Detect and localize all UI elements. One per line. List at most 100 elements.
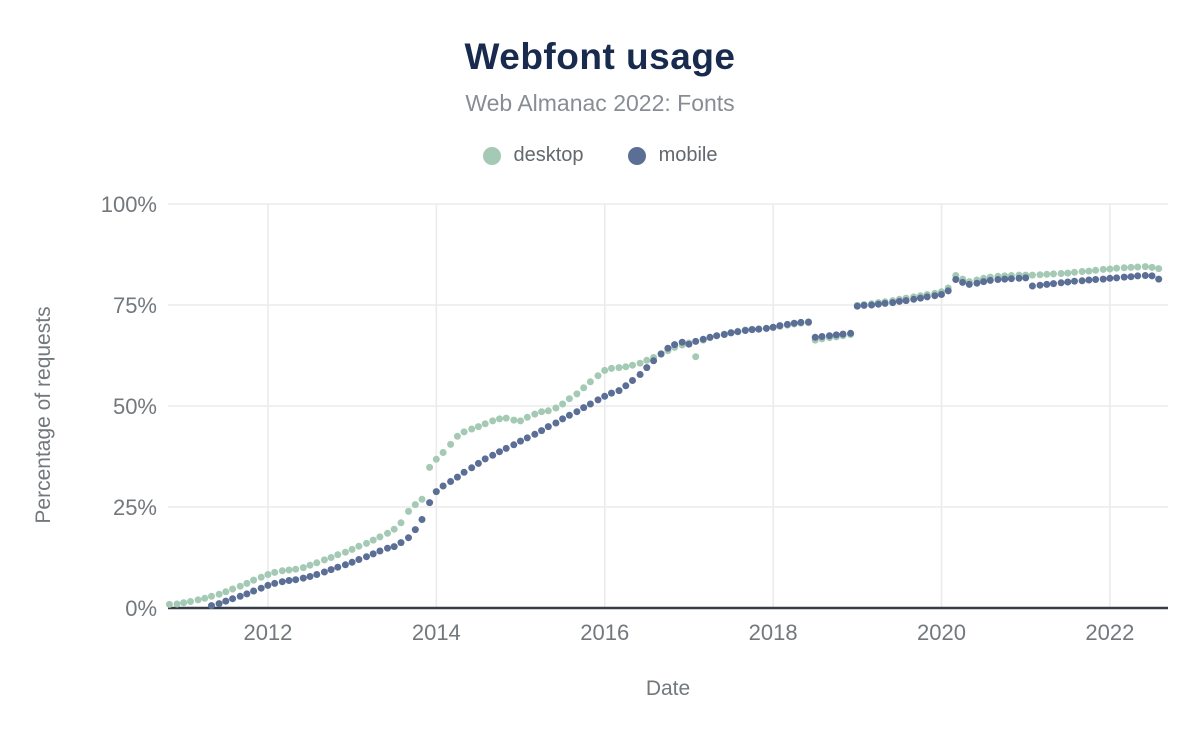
mobile-data-point	[594, 396, 602, 404]
legend: desktop mobile	[0, 144, 1200, 167]
desktop-data-point	[208, 592, 215, 600]
mobile-data-point	[481, 455, 489, 463]
mobile-data-point	[327, 566, 335, 574]
desktop-data-point	[565, 395, 573, 403]
desktop-data-point	[369, 536, 377, 544]
mobile-data-point	[559, 415, 567, 423]
desktop-data-point	[1141, 263, 1149, 271]
mobile-data-point	[1015, 274, 1023, 282]
mobile-data-point	[1113, 274, 1121, 282]
mobile-data-point	[1022, 274, 1030, 282]
desktop-data-point	[692, 353, 700, 361]
desktop-data-point	[299, 564, 307, 572]
mobile-data-point	[1092, 276, 1100, 283]
mobile-data-point	[826, 332, 833, 340]
mobile-data-point	[868, 301, 876, 309]
legend-item-desktop: desktop	[482, 144, 584, 167]
mobile-data-point	[952, 276, 960, 283]
desktop-data-point	[622, 363, 630, 371]
mobile-data-point	[685, 340, 693, 348]
legend-label-mobile: mobile	[658, 144, 718, 166]
desktop-data-point	[194, 596, 202, 604]
x-tick-label: 2020	[917, 620, 966, 645]
mobile-data-point	[544, 423, 552, 431]
mobile-data-point	[734, 328, 742, 336]
x-tick-label: 2016	[580, 620, 630, 645]
mobile-data-point	[222, 597, 230, 605]
mobile-data-point	[418, 516, 426, 523]
desktop-data-point	[552, 404, 560, 412]
mobile-data-point	[727, 329, 735, 337]
desktop-data-point	[327, 554, 335, 561]
desktop-data-point	[271, 568, 279, 576]
mobile-data-point	[1134, 272, 1142, 280]
mobile-data-point	[271, 579, 279, 587]
desktop-data-point	[285, 566, 293, 574]
desktop-data-point	[1057, 270, 1065, 277]
mobile-data-point	[453, 473, 461, 481]
desktop-data-point	[573, 390, 581, 398]
desktop-data-point	[1134, 263, 1142, 271]
desktop-data-point	[229, 585, 237, 593]
mobile-data-point	[411, 526, 419, 534]
mobile-data-point	[552, 419, 560, 427]
mobile-data-point	[790, 319, 798, 327]
desktop-data-point	[594, 372, 602, 380]
y-tick-label: 25%	[112, 495, 157, 520]
desktop-data-point	[517, 417, 524, 425]
desktop-data-point	[544, 407, 552, 415]
mobile-data-point	[748, 326, 756, 334]
y-tick-label: 100%	[100, 192, 157, 217]
mobile-data-point	[510, 441, 518, 449]
mobile-data-point	[622, 382, 630, 390]
desktop-data-point	[510, 416, 518, 424]
desktop-data-point	[348, 545, 356, 553]
mobile-data-point	[994, 276, 1002, 283]
mobile-data-point	[811, 333, 819, 341]
mobile-data-point	[615, 387, 623, 395]
mobile-data-point	[489, 451, 497, 459]
mobile-data-point	[243, 590, 251, 598]
mobile-data-point	[706, 333, 714, 341]
desktop-data-point	[264, 571, 272, 578]
x-axis-title: Date	[645, 677, 691, 700]
mobile-data-point	[397, 539, 405, 547]
desktop-data-point	[215, 590, 223, 598]
mobile-data-point	[755, 325, 763, 333]
desktop-data-point	[1043, 270, 1051, 278]
mobile-data-point	[306, 573, 314, 580]
mobile-data-point	[1141, 272, 1149, 279]
mobile-data-point	[895, 297, 903, 305]
mobile-data-point	[250, 587, 258, 595]
mobile-data-point	[1148, 272, 1156, 280]
desktop-data-point	[1155, 265, 1163, 273]
mobile-data-point	[601, 392, 609, 400]
mobile-data-point	[818, 333, 826, 340]
desktop-data-point	[257, 573, 265, 581]
mobile-data-point	[1043, 280, 1051, 288]
desktop-data-point	[1085, 267, 1093, 275]
mobile-data-point	[426, 499, 434, 507]
mobile-data-point	[1064, 278, 1072, 286]
desktop-data-point	[496, 415, 503, 423]
mobile-data-point	[363, 553, 370, 561]
mobile-data-point	[650, 357, 658, 365]
series-mobile	[208, 272, 1163, 610]
mobile-data-point	[938, 291, 945, 298]
mobile-data-point	[531, 430, 539, 438]
mobile-data-point	[208, 602, 215, 610]
mobile-data-point	[292, 576, 300, 584]
mobile-data-point	[629, 377, 636, 384]
mobile-data-point	[797, 318, 805, 326]
mobile-data-point	[405, 534, 412, 542]
legend-label-desktop: desktop	[513, 144, 584, 166]
mobile-data-point	[320, 568, 328, 576]
x-tick-label: 2012	[243, 620, 293, 645]
mobile-data-point	[839, 330, 847, 338]
desktop-data-point	[615, 364, 623, 372]
desktop-data-point	[201, 594, 209, 602]
desktop-data-point	[1120, 264, 1128, 272]
mobile-data-point	[1120, 273, 1128, 281]
mobile-data-point	[889, 299, 897, 307]
mobile-data-point	[1106, 274, 1114, 282]
